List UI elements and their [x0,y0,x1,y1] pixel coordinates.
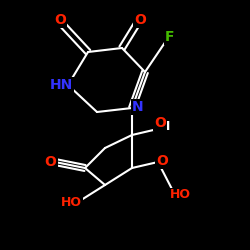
Text: N: N [132,100,143,114]
Text: O: O [54,12,66,26]
Text: O: O [44,155,56,169]
Text: F: F [165,30,175,44]
Text: O: O [134,12,146,26]
Text: HO: HO [61,196,82,208]
Text: O: O [154,116,166,130]
Text: HN: HN [50,78,72,92]
Text: HO: HO [170,188,190,202]
Text: O: O [156,154,168,168]
Text: H: H [160,120,170,132]
